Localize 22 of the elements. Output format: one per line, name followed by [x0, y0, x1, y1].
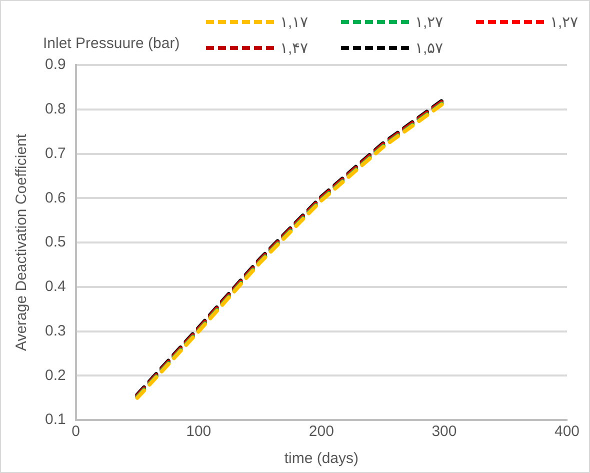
- legend-label: ۱,۲۷: [415, 13, 444, 31]
- x-tick-label: 200: [308, 423, 334, 440]
- x-tick-label: 400: [554, 423, 580, 440]
- y-tick-label: 0.9: [44, 56, 66, 74]
- x-axis-title: time (days): [284, 450, 359, 468]
- y-tick-label: 0.1: [44, 411, 66, 428]
- y-tick-label: 0.2: [44, 366, 66, 384]
- x-tick-label: 100: [186, 423, 212, 440]
- y-tick-label: 0.4: [44, 278, 66, 296]
- legend-label: ۱,۵۷: [415, 39, 444, 57]
- y-tick-label: 0.5: [44, 234, 66, 251]
- legend-label: ۱,۲۷: [550, 13, 578, 31]
- y-tick-label: 0.6: [44, 189, 66, 206]
- x-tick-label: 0: [72, 423, 80, 440]
- y-tick-label: 0.7: [44, 144, 66, 162]
- x-tick-label: 300: [432, 423, 457, 440]
- legend-label: ۱,۱۷: [280, 13, 308, 31]
- y-axis-title: Average Deactivation Coefficient: [13, 133, 30, 352]
- y-tick-label: 0.3: [44, 322, 66, 340]
- legend-title: Inlet Pressuure (bar): [43, 35, 180, 52]
- legend-label: ۱,۴۷: [280, 39, 308, 57]
- y-tick-label: 0.8: [44, 100, 66, 118]
